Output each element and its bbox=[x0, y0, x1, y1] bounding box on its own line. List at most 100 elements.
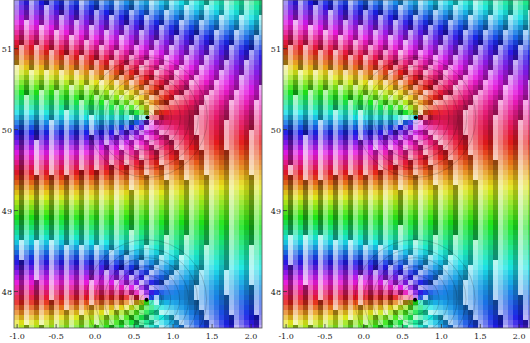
color-cell bbox=[124, 40, 129, 45]
color-cell bbox=[249, 30, 254, 35]
color-cell bbox=[179, 60, 184, 65]
color-cell bbox=[184, 30, 189, 35]
color-cell bbox=[34, 70, 39, 75]
color-cell bbox=[134, 140, 139, 145]
color-cell bbox=[89, 5, 94, 10]
color-cell bbox=[219, 180, 224, 185]
color-cell bbox=[184, 45, 189, 50]
color-cell bbox=[59, 165, 64, 170]
color-cell bbox=[189, 180, 194, 185]
color-cell bbox=[219, 0, 224, 5]
color-cell bbox=[219, 60, 224, 65]
color-cell bbox=[59, 105, 64, 110]
color-cell bbox=[149, 35, 154, 40]
color-cell bbox=[39, 20, 44, 25]
color-cell bbox=[224, 45, 229, 50]
color-cell bbox=[24, 55, 29, 60]
color-cell bbox=[214, 25, 219, 30]
color-cell bbox=[99, 180, 104, 185]
color-cell bbox=[229, 85, 234, 90]
color-cell bbox=[89, 110, 94, 115]
color-cell bbox=[259, 70, 262, 75]
color-cell bbox=[174, 80, 179, 85]
color-cell bbox=[24, 105, 29, 110]
color-cell bbox=[229, 135, 234, 140]
color-cell bbox=[39, 25, 44, 30]
color-cell bbox=[24, 120, 29, 125]
color-cell bbox=[259, 155, 262, 160]
color-cell bbox=[14, 0, 19, 5]
color-cell bbox=[29, 190, 34, 195]
color-cell bbox=[54, 45, 59, 50]
color-cell bbox=[24, 155, 29, 160]
color-cell bbox=[194, 110, 199, 115]
color-cell bbox=[54, 25, 59, 30]
color-cell bbox=[84, 10, 89, 15]
color-cell bbox=[244, 30, 249, 35]
color-cell bbox=[144, 35, 149, 40]
color-cell bbox=[14, 40, 19, 45]
color-cell bbox=[184, 135, 189, 140]
color-cell bbox=[154, 40, 159, 45]
color-cell bbox=[229, 175, 234, 180]
color-cell bbox=[199, 10, 204, 15]
color-cell bbox=[104, 45, 109, 50]
color-cell bbox=[234, 140, 239, 145]
color-cell bbox=[214, 165, 219, 170]
color-cell bbox=[224, 40, 229, 45]
color-cell bbox=[39, 175, 44, 180]
color-cell bbox=[34, 170, 39, 175]
color-cell bbox=[204, 175, 209, 180]
color-cell bbox=[114, 185, 119, 190]
color-cell bbox=[139, 25, 144, 30]
color-cell bbox=[64, 55, 69, 60]
color-cell bbox=[84, 165, 89, 170]
color-cell bbox=[124, 15, 129, 20]
color-cell bbox=[254, 165, 259, 170]
color-cell bbox=[209, 140, 214, 145]
color-cell bbox=[184, 165, 189, 170]
color-cell bbox=[104, 195, 109, 200]
color-cell bbox=[239, 65, 244, 70]
color-cell bbox=[79, 105, 84, 110]
color-cell bbox=[154, 10, 159, 15]
color-cell bbox=[79, 5, 84, 10]
color-cell bbox=[204, 90, 209, 95]
color-cell bbox=[74, 110, 79, 115]
color-cell bbox=[74, 100, 79, 105]
color-cell bbox=[19, 125, 24, 130]
color-cell bbox=[239, 70, 244, 75]
color-cell bbox=[69, 45, 74, 50]
color-cell bbox=[19, 105, 24, 110]
color-cell bbox=[79, 190, 84, 195]
color-cell bbox=[204, 25, 209, 30]
color-cell bbox=[104, 90, 109, 95]
color-cell bbox=[29, 40, 34, 45]
color-cell bbox=[89, 145, 94, 150]
color-cell bbox=[234, 135, 239, 140]
color-cell bbox=[59, 60, 64, 65]
color-cell bbox=[164, 50, 169, 55]
color-cell bbox=[114, 95, 119, 100]
color-cell bbox=[249, 160, 254, 165]
color-cell bbox=[154, 110, 159, 115]
color-cell bbox=[84, 145, 89, 150]
color-cell bbox=[99, 160, 104, 165]
color-cell bbox=[149, 190, 154, 195]
color-cell bbox=[129, 40, 134, 45]
color-cell bbox=[49, 35, 54, 40]
color-cell bbox=[109, 175, 114, 180]
color-cell bbox=[29, 50, 34, 55]
color-cell bbox=[64, 10, 69, 15]
color-cell bbox=[179, 145, 184, 150]
color-cell bbox=[99, 30, 104, 35]
color-cell bbox=[139, 175, 144, 180]
color-cell bbox=[154, 160, 159, 165]
color-cell bbox=[134, 175, 139, 180]
color-cell bbox=[14, 105, 19, 110]
color-cell bbox=[244, 65, 249, 70]
color-cell bbox=[49, 30, 54, 35]
color-cell bbox=[214, 20, 219, 25]
color-cell bbox=[154, 170, 159, 175]
color-cell bbox=[229, 95, 234, 100]
